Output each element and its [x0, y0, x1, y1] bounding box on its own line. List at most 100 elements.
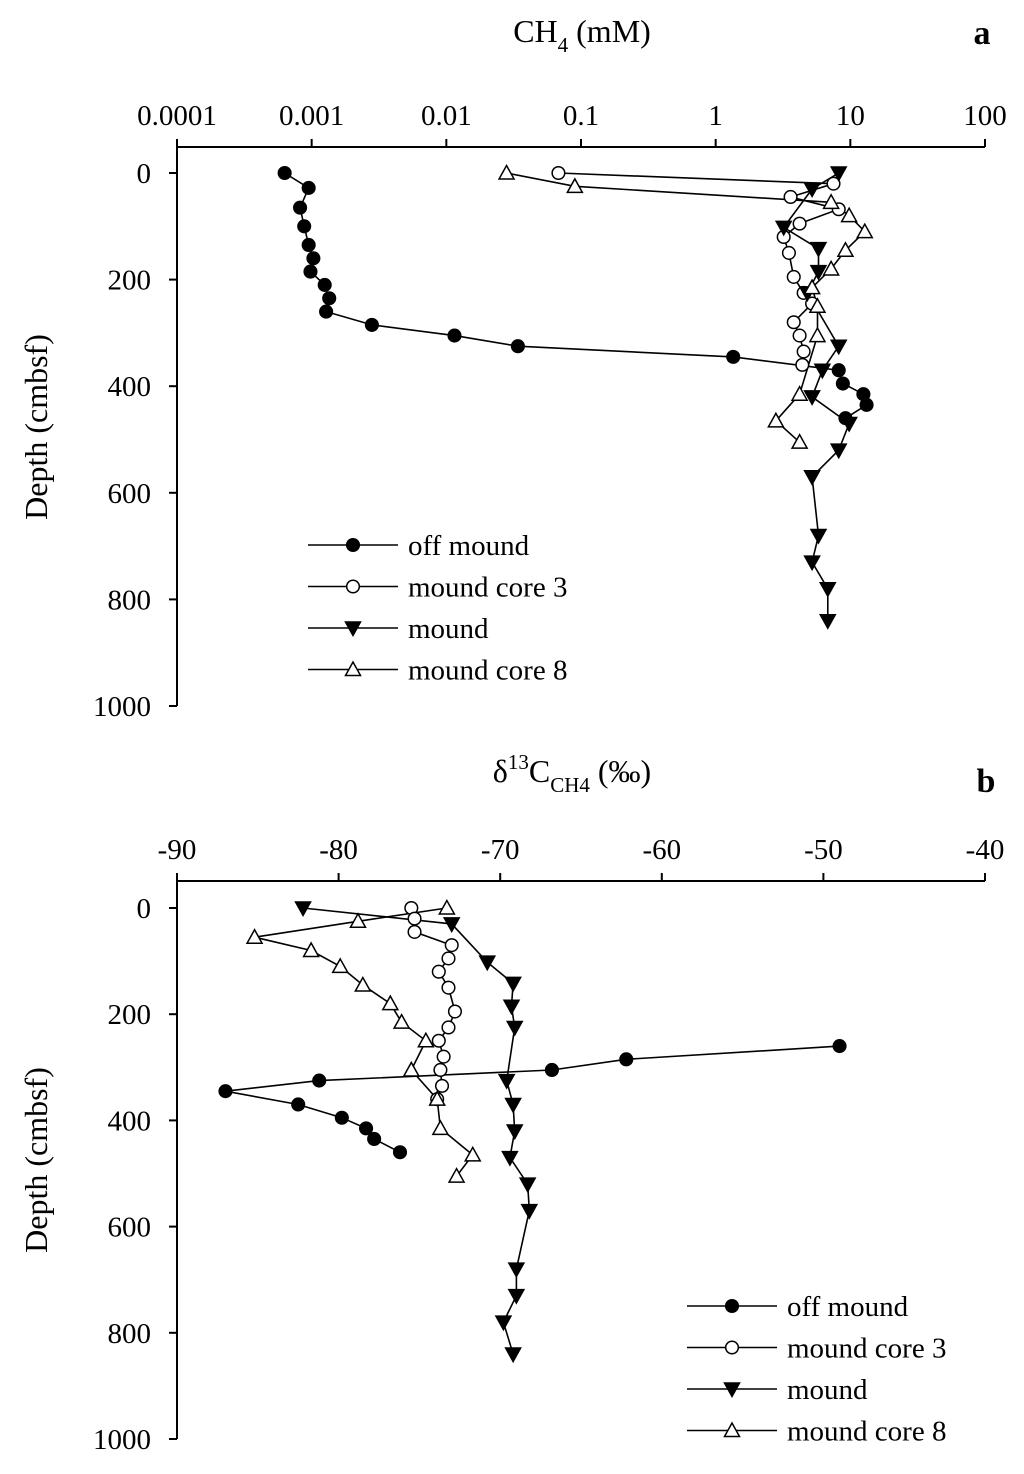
- panel-b-point-off-mound: [291, 1097, 306, 1112]
- panel-a-legend-label-mound-core-8: mound core 8: [408, 655, 567, 687]
- panel-b-point-off-mound: [832, 1039, 847, 1054]
- panel-b-point-mound-core-3: [407, 924, 422, 939]
- panel-b-point-mound: [507, 1288, 526, 1305]
- panel-a-legend-label-off-mound: off mound: [408, 530, 530, 562]
- panel-a-point-off-mound: [297, 219, 312, 234]
- panel-b-point-mound-core-3: [444, 938, 459, 953]
- panel-a-point-mound-core-3: [781, 245, 796, 260]
- panel-a-y-tick-label: 800: [108, 584, 152, 616]
- panel-b-point-mound-core-8: [381, 994, 400, 1011]
- panel-b-point-mound-core-3: [441, 980, 456, 995]
- panel-a-point-off-mound: [277, 165, 292, 181]
- panel-a-point-mound: [829, 443, 848, 460]
- panel-a-legend-label-mound: mound: [408, 613, 489, 645]
- panel-a-point-mound-core-3: [551, 165, 566, 181]
- panel-b-point-mound-core-8: [417, 1031, 435, 1048]
- panel-a-ylabel: Depth (cmbsf): [18, 334, 54, 520]
- panel-a-point-mound-core-8: [855, 222, 874, 239]
- panel-b-series-line-off-mound: [225, 1045, 840, 1154]
- panel-a-point-mound: [803, 182, 821, 199]
- panel-a-point-off-mound: [303, 264, 318, 279]
- panel-b-point-mound: [504, 1097, 522, 1114]
- panel-b-legend-marker-off-mound: [724, 1298, 740, 1314]
- panel-a-point-off-mound: [322, 291, 337, 306]
- panel-b-point-mound: [504, 976, 522, 993]
- panel-a-point-off-mound: [726, 349, 741, 364]
- panel-b-point-mound: [518, 1177, 537, 1194]
- panel-a-point-off-mound: [301, 237, 316, 253]
- panel-b-y-tick-label: 1000: [93, 1424, 151, 1456]
- panel-a-y-tick-label: 600: [108, 478, 152, 510]
- panel-b-point-off-mound: [312, 1073, 327, 1088]
- panel-b-legend-label-off-mound: off mound: [787, 1291, 909, 1323]
- panel-b-point-mound: [494, 1315, 513, 1332]
- panel-a-point-mound-core-8: [803, 278, 821, 295]
- panel-b-point-off-mound: [619, 1052, 634, 1067]
- panel-b-legend-marker-mound-core-8: [723, 1421, 741, 1438]
- panel-a-point-off-mound: [317, 277, 332, 292]
- panel-a-x-tick-label: 0.0001: [137, 100, 217, 132]
- panel-a-point-off-mound: [835, 376, 850, 391]
- panel-a-series-line-off-mound: [284, 172, 868, 419]
- panel-a-point-off-mound: [831, 363, 846, 378]
- panel-b-x-tick-label: -50: [804, 834, 843, 866]
- panel-a-point-mound-core-8: [822, 193, 840, 210]
- panel-a-x-tick-label: 100: [963, 100, 1007, 132]
- panel-a-point-mound-core-3: [795, 357, 810, 372]
- panel-a-legend: off mound mound core 3 mound mound core 8: [308, 530, 567, 687]
- panel-b-point-off-mound: [392, 1145, 408, 1160]
- panel-b-point-mound-core-8: [428, 1090, 446, 1106]
- panel-b-point-mound: [442, 917, 461, 933]
- panel-b-point-mound-core-3: [447, 1004, 463, 1019]
- panel-a-y-tick-label: 1000: [93, 691, 151, 723]
- panel-b-point-off-mound: [544, 1062, 559, 1078]
- panel-a-point-mound: [803, 555, 821, 572]
- panel-b-point-mound-core-3: [431, 1033, 446, 1048]
- panel-a-point-mound: [809, 528, 828, 545]
- panel-a-legend-marker-mound-core-8: [344, 660, 362, 677]
- panel-a-point-mound: [803, 470, 821, 486]
- panel-b-ylabel: Depth (cmbsf): [18, 1067, 54, 1253]
- panel-b-point-mound-core-8: [463, 1145, 482, 1162]
- panel-b-point-off-mound: [359, 1121, 374, 1136]
- panel-a-x-tick-label: 0.01: [421, 100, 472, 132]
- panel-b-y-tick-label: 0: [137, 893, 152, 925]
- panel-b-point-mound-core-3: [407, 911, 422, 926]
- panel-a-legend-marker-mound: [344, 621, 362, 638]
- panel-b-legend-label-mound: mound: [787, 1374, 868, 1406]
- panel-b-x-tick-label: -80: [319, 834, 358, 866]
- panel-b-x-tick-label: -70: [481, 834, 520, 866]
- panel-a-point-off-mound: [447, 328, 462, 343]
- panel-a-point-mound: [774, 220, 793, 237]
- panel-b-point-mound: [502, 999, 521, 1016]
- panel-b-series: [218, 898, 847, 1364]
- panel-b-point-mound: [520, 1203, 539, 1220]
- panel-a-point-mound-core-8: [840, 206, 858, 223]
- panel-b-point-mound-core-8: [349, 912, 367, 929]
- panel-a-point-off-mound: [306, 251, 321, 266]
- panel-a-point-off-mound: [364, 317, 379, 332]
- panel-b-point-mound-core-3: [441, 1020, 456, 1035]
- panel-b-point-off-mound: [218, 1084, 233, 1099]
- panel-a-x-tick-label: 10: [836, 100, 865, 132]
- panel-a-legend-marker-mound-core-3: [345, 579, 361, 594]
- panel-a-point-mound-core-8: [566, 177, 584, 194]
- panel-a-point-mound-core-3: [792, 216, 807, 231]
- panel-b-letter: b: [977, 763, 996, 800]
- panel-a-x-tick-label: 0.001: [279, 100, 344, 132]
- panel-a-point-mound-core-8: [497, 163, 516, 180]
- panel-a-x-tick-label: 0.1: [563, 100, 599, 132]
- panel-a-series-line-mound: [782, 172, 851, 621]
- panel-b-y-tick-label: 400: [108, 1105, 152, 1137]
- panel-b-legend-label-mound-core-3: mound core 3: [787, 1333, 946, 1365]
- panel-a-point-mound-core-3: [796, 344, 811, 359]
- panel-a-point-off-mound: [301, 180, 316, 195]
- panel-b-x-tick-label: -60: [642, 834, 681, 866]
- panel-b-axes: -90 -80 -70 -60 -50 -40 0 200 400 600 800 1000: [93, 834, 1004, 1456]
- panel-b-title: δ13CCH4 (‰): [493, 750, 651, 797]
- panel-a-point-off-mound: [859, 397, 874, 412]
- panel-a-axes: 0.0001 0.001 0.01 0.1 1 10 1000200400600800100…: [93, 100, 1007, 723]
- panel-a-title: CH4 (mM): [513, 13, 651, 57]
- panel-b-legend-label-mound-core-8: mound core 8: [787, 1416, 946, 1448]
